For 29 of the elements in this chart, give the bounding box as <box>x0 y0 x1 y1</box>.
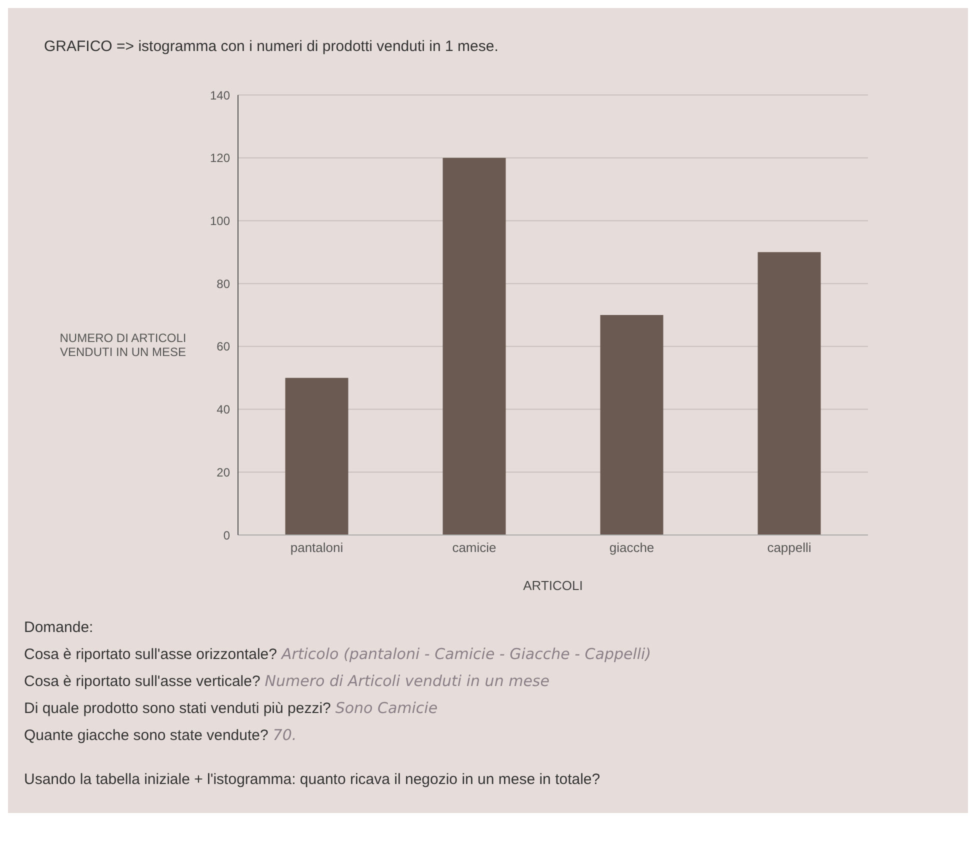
text: Articolo (pantaloni - Camicie - Giacche - Cappelli) <box>281 645 652 663</box>
y-tick-label: 0 <box>223 528 230 542</box>
text: 70. <box>272 726 297 744</box>
y-tick-label: 120 <box>210 151 230 166</box>
text: Cosa è riportato sull'asse orizzontale? <box>24 646 277 663</box>
text: Quante giacche sono state vendute? <box>24 727 268 744</box>
y-tick-label: 20 <box>216 465 230 480</box>
y-tick-label: 60 <box>216 340 230 354</box>
y-tick-label: 80 <box>216 276 230 291</box>
text: Di quale prodotto sono stati venduti più pezzi? <box>24 700 331 717</box>
y-tick-label: 140 <box>210 88 230 102</box>
x-tick-label: camicie <box>452 540 496 556</box>
x-tick-label: cappelli <box>767 540 812 556</box>
bar <box>285 378 348 535</box>
bar <box>442 158 506 535</box>
y-axis-title: NUMERO DI ARTICOLI VENDUTI IN UN MESE <box>58 331 188 359</box>
text: Sono Camicie <box>335 699 438 717</box>
x-tick-label: pantaloni <box>290 540 344 556</box>
y-tick-label: 40 <box>216 402 230 417</box>
bar <box>758 252 821 535</box>
text: Cosa è riportato sull'asse verticale? <box>24 673 260 690</box>
x-tick-label: giacche <box>609 540 654 556</box>
chart-title: GRAFICO => istogramma con i numeri di prodotti venduti in 1 mese. <box>43 37 500 55</box>
text: Domande: <box>24 618 94 638</box>
y-tick-label: 100 <box>210 214 230 228</box>
text: Usando la tabella iniziale + l'istogramma: quanto ricava il negozio in un mese in totale? <box>24 770 602 790</box>
bar <box>600 315 664 535</box>
x-axis-title: ARTICOLI <box>523 578 583 593</box>
text: Numero di Articoli venduti in un mese <box>264 672 550 690</box>
